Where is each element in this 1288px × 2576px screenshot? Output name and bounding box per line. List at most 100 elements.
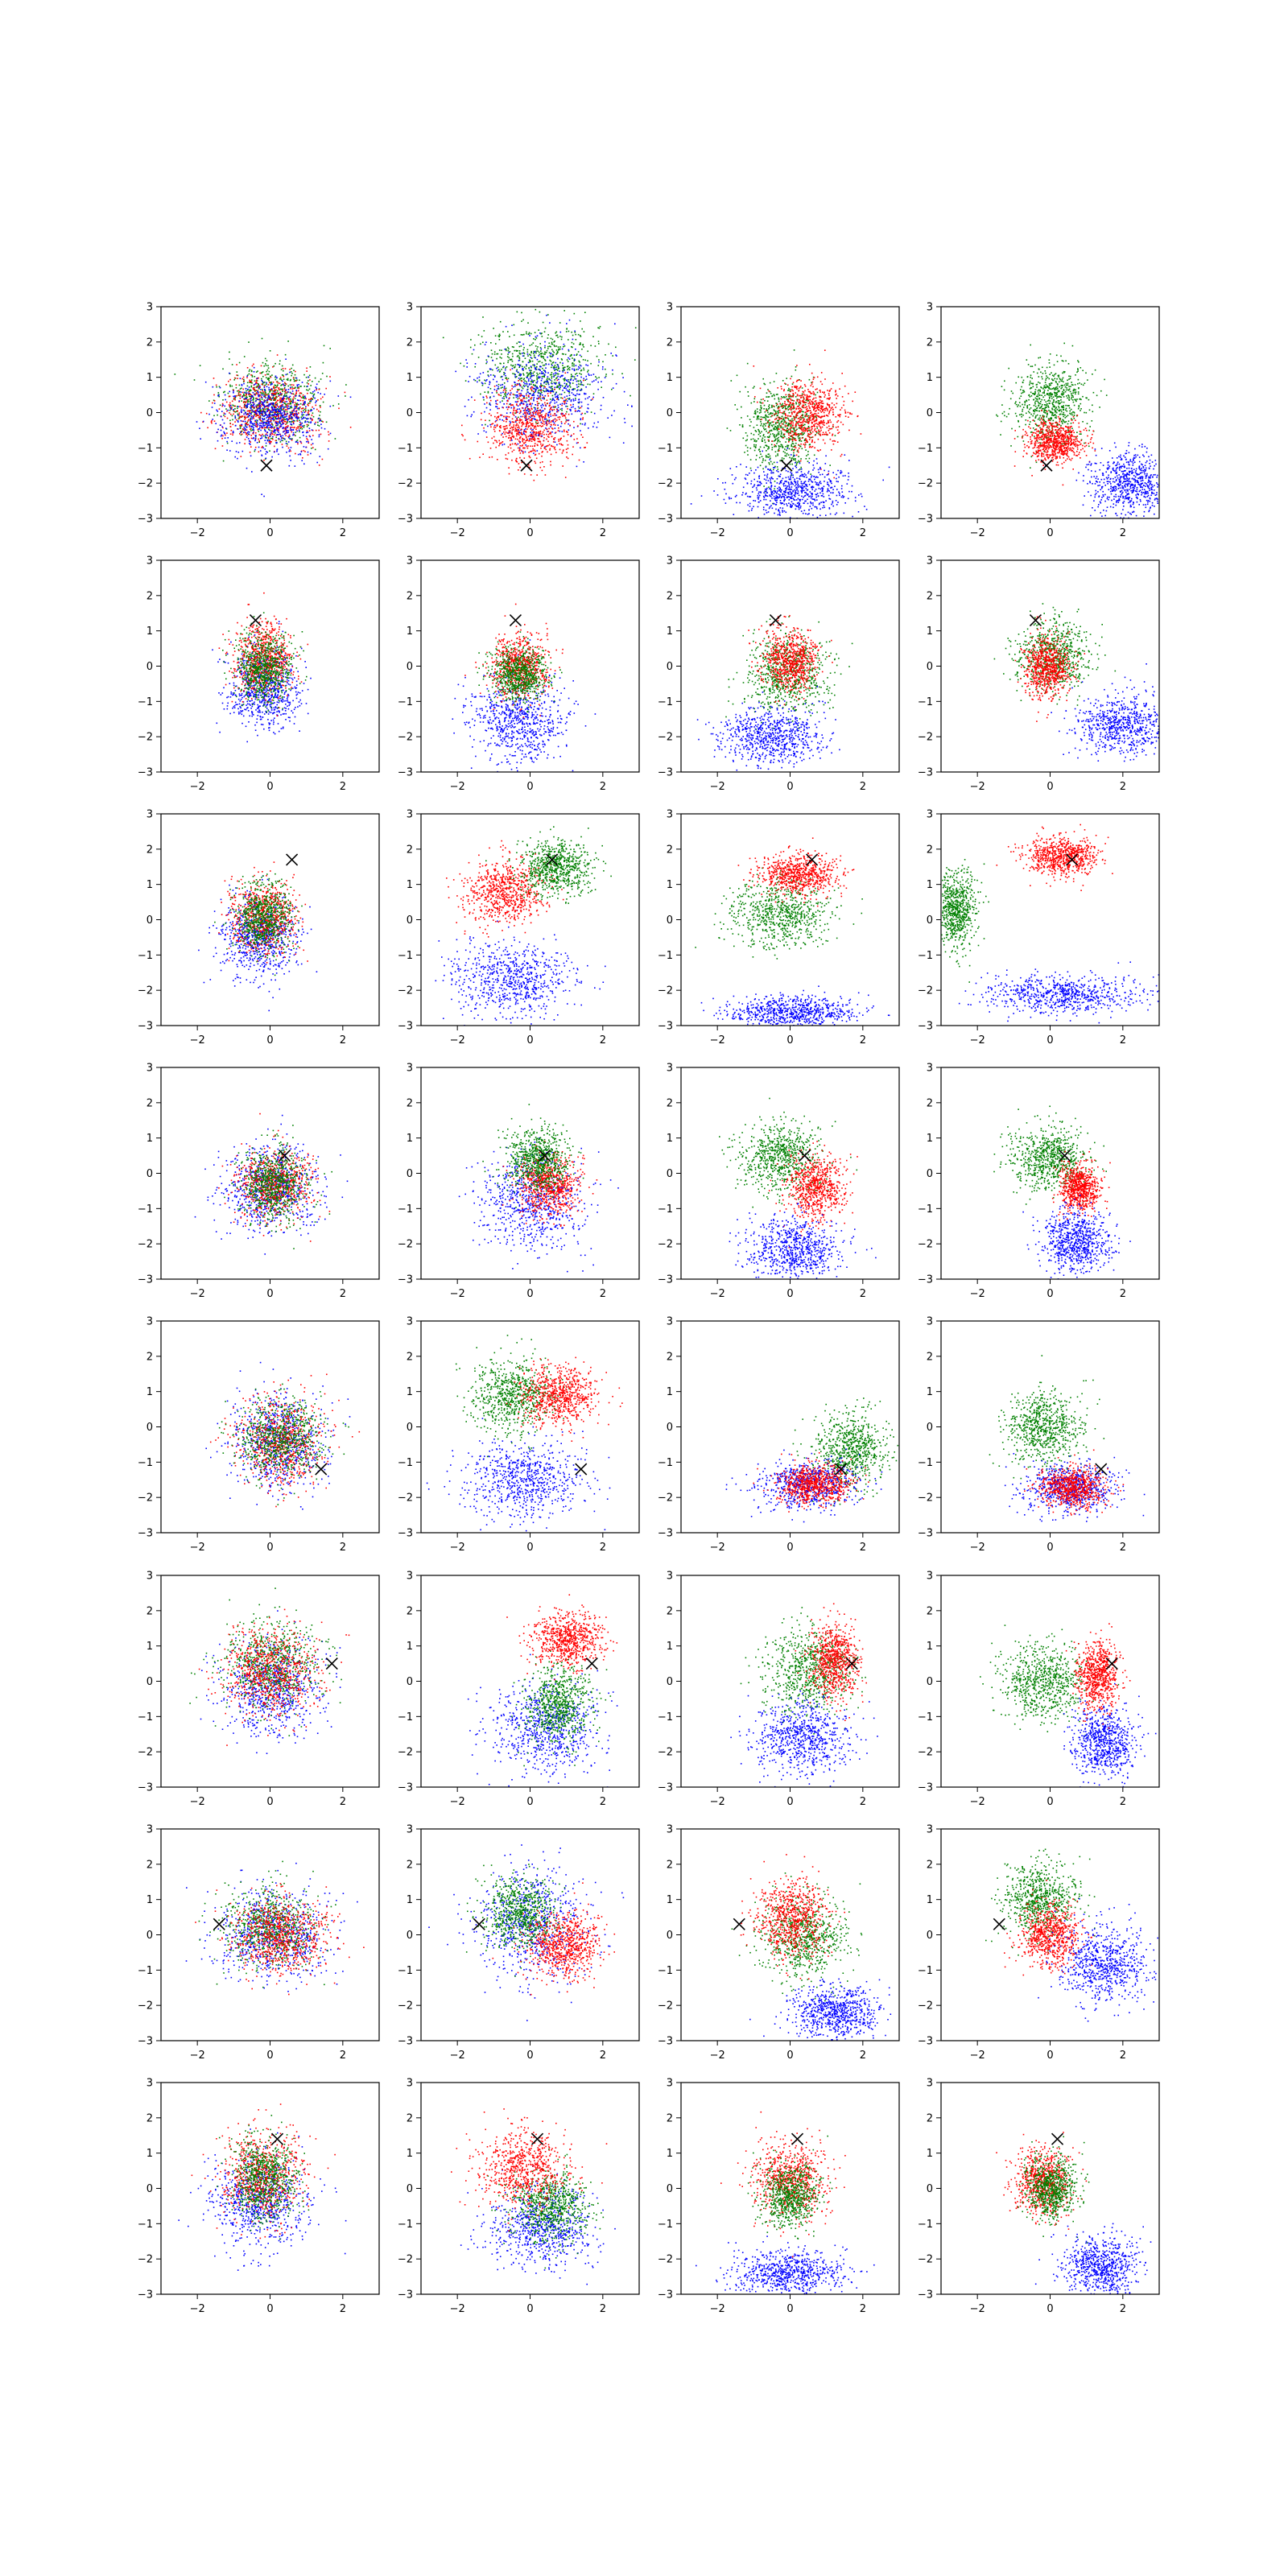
data-point xyxy=(484,431,485,432)
data-point xyxy=(741,407,742,408)
data-point xyxy=(524,429,526,431)
data-point xyxy=(563,449,564,451)
data-point xyxy=(809,379,811,381)
data-point xyxy=(281,369,283,370)
data-point xyxy=(576,384,578,386)
data-point xyxy=(584,423,586,424)
data-point xyxy=(582,345,584,346)
data-point xyxy=(295,411,297,412)
data-point xyxy=(547,382,549,383)
data-point xyxy=(504,394,506,395)
data-point xyxy=(477,378,478,379)
data-point xyxy=(259,427,261,428)
data-point xyxy=(537,359,539,361)
data-point xyxy=(766,431,767,432)
data-point xyxy=(557,405,559,407)
data-point xyxy=(566,331,568,332)
data-point xyxy=(551,376,553,378)
data-point xyxy=(782,423,784,425)
data-point xyxy=(563,378,564,380)
data-point xyxy=(530,374,532,376)
data-point xyxy=(264,407,266,408)
data-point xyxy=(518,427,520,429)
data-point xyxy=(543,423,545,425)
data-point xyxy=(536,389,538,390)
data-point xyxy=(499,443,501,444)
data-point xyxy=(766,456,767,458)
data-point xyxy=(550,346,551,348)
data-point xyxy=(803,424,804,426)
data-point xyxy=(571,346,572,348)
data-point xyxy=(542,373,543,374)
data-point xyxy=(766,408,767,410)
data-point xyxy=(279,378,281,380)
data-point xyxy=(308,405,309,407)
data-point xyxy=(787,431,789,433)
data-point xyxy=(584,447,586,448)
data-point xyxy=(224,406,225,407)
data-point xyxy=(803,411,804,413)
data-point xyxy=(523,439,525,440)
data-point xyxy=(512,427,514,429)
data-point xyxy=(278,407,279,408)
data-point xyxy=(526,437,527,439)
data-point xyxy=(290,427,291,429)
data-point xyxy=(473,379,475,381)
data-point xyxy=(750,459,752,460)
data-point xyxy=(291,440,293,441)
data-point xyxy=(567,366,568,368)
data-point xyxy=(534,392,535,394)
data-point xyxy=(484,330,485,332)
data-point xyxy=(554,423,555,424)
data-point xyxy=(571,435,572,436)
data-point xyxy=(534,480,535,481)
data-point xyxy=(564,397,566,398)
data-point xyxy=(489,420,490,422)
data-point xyxy=(576,390,578,392)
data-point xyxy=(262,408,263,410)
data-point xyxy=(506,403,508,405)
data-point xyxy=(505,349,506,350)
data-point xyxy=(517,431,518,432)
data-point xyxy=(539,418,541,419)
data-point xyxy=(541,332,543,334)
data-point xyxy=(551,344,553,345)
data-point xyxy=(786,431,787,432)
data-point xyxy=(473,349,475,351)
data-point xyxy=(318,381,320,382)
data-point xyxy=(254,394,255,395)
data-point xyxy=(269,371,270,373)
data-point xyxy=(277,408,279,410)
data-point xyxy=(559,386,561,388)
data-point xyxy=(277,425,279,427)
data-point xyxy=(319,435,320,436)
y-tick-label: −2 xyxy=(138,478,153,490)
data-point xyxy=(564,436,565,437)
data-point xyxy=(542,411,543,412)
data-point xyxy=(515,460,517,461)
data-point xyxy=(532,382,534,383)
data-point xyxy=(550,392,551,394)
data-point xyxy=(510,421,511,423)
data-point xyxy=(543,398,545,400)
data-point xyxy=(521,320,522,322)
data-point xyxy=(246,376,248,378)
data-point xyxy=(542,403,543,405)
data-point xyxy=(561,413,563,415)
data-point xyxy=(518,432,519,434)
data-point xyxy=(260,450,262,452)
data-point xyxy=(320,398,322,400)
data-point xyxy=(754,450,756,452)
data-point xyxy=(505,428,506,430)
data-point xyxy=(465,359,467,361)
data-point xyxy=(271,388,273,390)
data-point xyxy=(749,425,751,427)
data-point xyxy=(494,425,496,427)
data-point xyxy=(302,457,303,459)
data-point xyxy=(266,360,268,361)
data-point xyxy=(541,407,543,409)
data-point xyxy=(288,441,290,443)
data-point xyxy=(498,336,500,338)
data-point xyxy=(291,375,292,377)
data-point xyxy=(519,357,521,359)
